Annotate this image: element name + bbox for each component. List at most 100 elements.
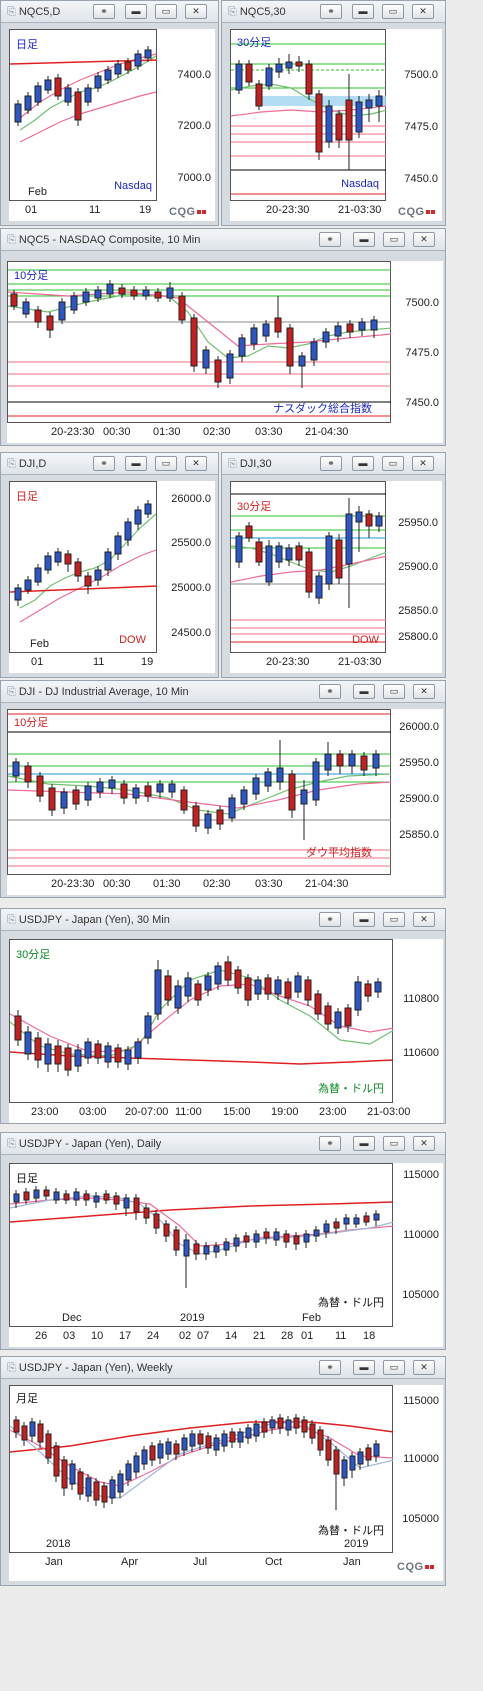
link-button[interactable]: ⚭ <box>93 456 115 471</box>
title-bar[interactable]: ⎘ DJI - DJ Industrial Average, 10 Min ⚭ ▬… <box>1 681 445 703</box>
y-tick: 105000 <box>402 1289 439 1301</box>
window-nasdaq-10min[interactable]: ⎘ NQC5 - NASDAQ Composite, 10 Min ⚭ ▬ ▭ ✕ <box>0 228 446 446</box>
cqg-logo: CQG <box>169 206 206 218</box>
link-button[interactable]: ⚭ <box>320 4 342 19</box>
timeframe-label: 日足 <box>16 1173 38 1185</box>
time-axis[interactable]: 23:00 03:00 20-07:00 11:00 15:00 19:00 2… <box>9 1103 443 1123</box>
restore-button[interactable]: ▭ <box>383 1360 405 1375</box>
x-tick: Oct <box>265 1556 283 1568</box>
time-axis[interactable]: Jan Apr Jul Oct Jan CQG <box>9 1553 443 1581</box>
x-tick: 01 <box>301 1330 314 1342</box>
minimize-button[interactable]: ▬ <box>352 4 374 19</box>
restore-button[interactable]: ▭ <box>382 4 404 19</box>
close-button[interactable]: ✕ <box>413 1360 435 1375</box>
close-button[interactable]: ✕ <box>413 1136 435 1151</box>
time-axis[interactable]: 20-23:30 21-03:30 <box>230 653 442 673</box>
close-button[interactable]: ✕ <box>185 4 207 19</box>
window-dji-30min[interactable]: ⎘ DJI,30 ⚭ ▬ ▭ ✕ <box>221 452 446 678</box>
time-axis[interactable]: 20-23:30 00:30 01:30 02:30 03:30 21-04:3… <box>7 875 443 895</box>
period-marker: 2019 <box>344 1538 369 1550</box>
close-button[interactable]: ✕ <box>412 456 434 471</box>
close-button[interactable]: ✕ <box>413 232 435 247</box>
window-title: ⎘ USDJPY - Japan (Yen), Daily <box>7 1138 162 1150</box>
time-axis[interactable]: 20-23:30 00:30 01:30 02:30 03:30 21-04:3… <box>7 423 443 443</box>
price-axis[interactable]: 26000.0 25950.0 25900.0 25850.0 <box>391 709 443 875</box>
link-button[interactable]: ⚭ <box>320 456 342 471</box>
close-button[interactable]: ✕ <box>413 912 435 927</box>
chart-plot[interactable]: 月足 為替・ドル円 2018 2019 <box>9 1385 394 1553</box>
minimize-button[interactable]: ▬ <box>353 684 375 699</box>
price-axis[interactable]: 25950.0 25900.0 25850.0 25800.0 <box>386 481 442 653</box>
link-button[interactable]: ⚭ <box>319 684 341 699</box>
close-button[interactable]: ✕ <box>413 684 435 699</box>
restore-button[interactable]: ▭ <box>155 4 177 19</box>
chart-plot[interactable]: 30分足 為替・ドル円 <box>9 939 394 1103</box>
price-axis[interactable]: 7400.0 7200.0 7000.0 <box>157 29 215 201</box>
chart-plot[interactable]: 30分足 DOW <box>230 481 387 653</box>
restore-button[interactable]: ▭ <box>383 912 405 927</box>
title-bar[interactable]: ⎘ NQC5 - NASDAQ Composite, 10 Min ⚭ ▬ ▭ ✕ <box>1 229 445 251</box>
price-axis[interactable]: 115000 110000 105000 <box>393 1163 443 1327</box>
window-usdjpy-daily[interactable]: ⎘ USDJPY - Japan (Yen), Daily ⚭ ▬ ▭ ✕ <box>0 1132 446 1350</box>
chart-plot[interactable]: 日足 為替・ドル円 Dec 2019 Feb <box>9 1163 394 1327</box>
minimize-button[interactable]: ▬ <box>125 456 147 471</box>
time-axis[interactable]: 20-23:30 21-03:30 CQG <box>230 201 442 221</box>
window-usdjpy-30min[interactable]: ⎘ USDJPY - Japan (Yen), 30 Min ⚭ ▬ ▭ ✕ <box>0 908 446 1124</box>
price-axis[interactable]: 110800 110600 <box>393 939 443 1103</box>
minimize-button[interactable]: ▬ <box>352 456 374 471</box>
x-tick: 15:00 <box>223 1106 251 1118</box>
instrument-name: DOW <box>352 634 379 646</box>
restore-button[interactable]: ▭ <box>383 684 405 699</box>
window-dji-daily[interactable]: ⎘ DJI,D ⚭ ▬ ▭ ✕ <box>0 452 219 678</box>
minimize-button[interactable]: ▬ <box>353 1136 375 1151</box>
restore-button[interactable]: ▭ <box>383 232 405 247</box>
close-button[interactable]: ✕ <box>412 4 434 19</box>
window-dji-10min[interactable]: ⎘ DJI - DJ Industrial Average, 10 Min ⚭ ▬… <box>0 680 446 898</box>
minimize-button[interactable]: ▬ <box>353 912 375 927</box>
minimize-button[interactable]: ▬ <box>353 232 375 247</box>
title-bar[interactable]: ⎘ DJI,D ⚭ ▬ ▭ ✕ <box>1 453 218 475</box>
x-tick: 21-04:30 <box>305 878 349 890</box>
y-tick: 7450.0 <box>404 173 438 185</box>
link-button[interactable]: ⚭ <box>93 4 115 19</box>
window-usdjpy-weekly[interactable]: ⎘ USDJPY - Japan (Yen), Weekly ⚭ ▬ ▭ ✕ <box>0 1356 446 1586</box>
title-bar[interactable]: ⎘ NQC5,D ⚭ ▬ ▭ ✕ <box>1 1 218 23</box>
restore-button[interactable]: ▭ <box>155 456 177 471</box>
title-bar[interactable]: ⎘ USDJPY - Japan (Yen), 30 Min ⚭ ▬ ▭ ✕ <box>1 909 445 931</box>
price-axis[interactable]: 7500.0 7475.0 7450.0 <box>391 261 443 423</box>
y-tick: 115000 <box>403 1169 439 1181</box>
link-button[interactable]: ⚭ <box>319 912 341 927</box>
window-nqc5-30min[interactable]: ⎘ NQC5,30 ⚭ ▬ ▭ ✕ <box>221 0 446 226</box>
y-tick: 7475.0 <box>405 347 439 359</box>
chart-plot[interactable]: 10分足 ナスダック総合指数 <box>7 261 392 423</box>
x-tick: 19:00 <box>271 1106 299 1118</box>
x-tick: 23:00 <box>31 1106 59 1118</box>
link-button[interactable]: ⚭ <box>319 1136 341 1151</box>
close-button[interactable]: ✕ <box>185 456 207 471</box>
title-bar[interactable]: ⎘ NQC5,30 ⚭ ▬ ▭ ✕ <box>222 1 445 23</box>
chart-plot[interactable]: 30分足 Nasdaq <box>230 29 387 201</box>
title-bar[interactable]: ⎘ USDJPY - Japan (Yen), Daily ⚭ ▬ ▭ ✕ <box>1 1133 445 1155</box>
price-axis[interactable]: 26000.0 25500.0 25000.0 24500.0 <box>157 481 215 653</box>
restore-button[interactable]: ▭ <box>383 1136 405 1151</box>
time-axis[interactable]: 26 03 10 17 24 02 07 14 21 28 01 11 18 <box>9 1327 443 1347</box>
minimize-button[interactable]: ▬ <box>125 4 147 19</box>
price-axis[interactable]: 7500.0 7475.0 7450.0 <box>386 29 442 201</box>
y-tick: 7000.0 <box>177 172 211 184</box>
title-bar[interactable]: ⎘ DJI,30 ⚭ ▬ ▭ ✕ <box>222 453 445 475</box>
y-tick: 105000 <box>402 1513 439 1525</box>
x-tick: 10 <box>91 1330 104 1342</box>
time-axis[interactable]: 01 11 19 <box>9 653 215 673</box>
window-nqc5-daily[interactable]: ⎘ NQC5,D ⚭ ▬ ▭ ✕ <box>0 0 219 226</box>
chart-plot[interactable]: 日足 DOW Feb <box>9 481 158 653</box>
chart-plot[interactable]: 日足 Nasdaq Feb <box>9 29 158 201</box>
time-axis[interactable]: 01 11 19 CQG <box>9 201 215 221</box>
restore-button[interactable]: ▭ <box>382 456 404 471</box>
chart-plot[interactable]: 10分足 ダウ平均指数 <box>7 709 392 875</box>
link-button[interactable]: ⚭ <box>319 232 341 247</box>
price-axis[interactable]: 115000 110000 105000 <box>393 1385 443 1553</box>
cqg-link-icon: ⎘ <box>7 686 16 698</box>
link-button[interactable]: ⚭ <box>319 1360 341 1375</box>
minimize-button[interactable]: ▬ <box>353 1360 375 1375</box>
title-bar[interactable]: ⎘ USDJPY - Japan (Yen), Weekly ⚭ ▬ ▭ ✕ <box>1 1357 445 1379</box>
